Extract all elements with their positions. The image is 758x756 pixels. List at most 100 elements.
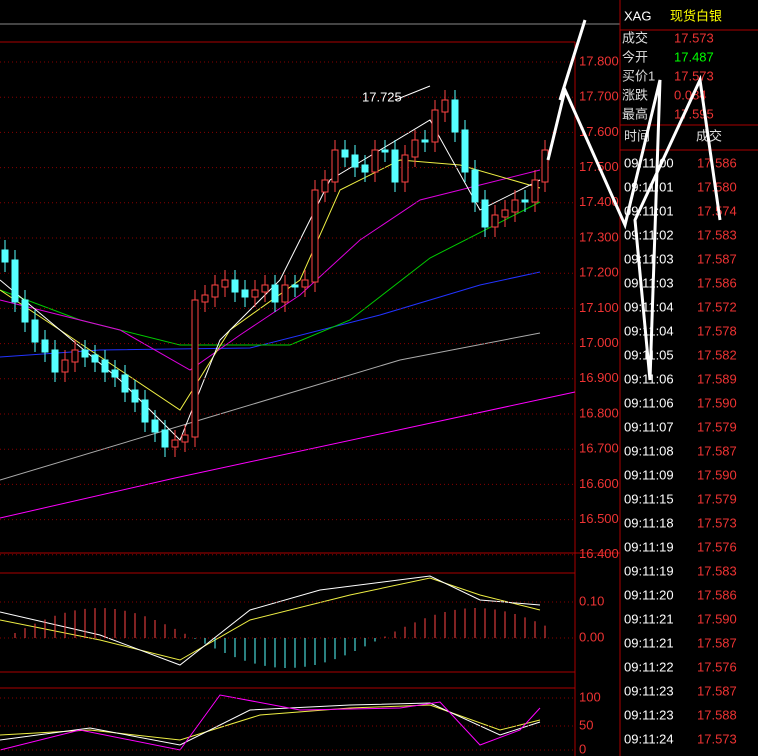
trade-price: 17.589 — [697, 371, 737, 386]
ma-line — [0, 332, 541, 481]
candle — [441, 99, 449, 113]
indicators — [0, 119, 576, 751]
quote-label: 涨跌 — [622, 87, 648, 102]
candle — [431, 109, 439, 143]
candle — [111, 369, 119, 378]
price-tick-label: 16.900 — [579, 370, 619, 385]
candle — [1, 249, 9, 263]
trade-price: 17.588 — [697, 707, 737, 722]
trade-price: 17.587 — [697, 635, 737, 650]
candle — [501, 209, 509, 218]
macd-tick-label: 0.10 — [579, 593, 604, 608]
candle — [291, 284, 299, 288]
candle — [541, 149, 549, 183]
quote-value: 17.573 — [674, 30, 714, 45]
trade-time: 09:11:07 — [624, 419, 674, 434]
quote-value: 0.084 — [674, 87, 707, 102]
trade-price: 17.572 — [697, 299, 737, 314]
candle — [161, 429, 169, 448]
trade-price: 17.580 — [697, 179, 737, 194]
trade-time: 09:11:21 — [624, 635, 674, 650]
quote-value: 17.573 — [674, 68, 714, 83]
symbol-name: 现货白银 — [670, 8, 722, 23]
candle — [131, 389, 139, 403]
trade-time: 09:11:01 — [624, 203, 674, 218]
candle — [451, 99, 459, 133]
trade-price: 17.586 — [697, 587, 737, 602]
ma-line — [0, 169, 541, 371]
symbol: XAG — [624, 8, 651, 23]
quote-value: 17.595 — [674, 106, 714, 121]
price-tick-label: 16.600 — [579, 476, 619, 491]
ma-line — [0, 119, 541, 441]
kdj-line — [0, 694, 541, 751]
candle — [361, 164, 369, 173]
candle — [61, 359, 69, 373]
trade-price: 17.586 — [697, 275, 737, 290]
trade-price: 17.573 — [697, 515, 737, 530]
candle — [121, 374, 129, 393]
macd-tick-label: 0.00 — [579, 629, 604, 644]
trade-price: 17.583 — [697, 227, 737, 242]
price-tick-label: 17.100 — [579, 300, 619, 315]
macd-line — [0, 575, 541, 666]
candle — [461, 129, 469, 173]
candle — [181, 434, 189, 443]
trade-price: 17.576 — [697, 659, 737, 674]
quote-label: 成交 — [622, 30, 648, 45]
quote-label: 买价1 — [622, 68, 655, 83]
trade-time: 09:11:06 — [624, 395, 674, 410]
trade-time: 09:11:24 — [624, 731, 674, 746]
kdj-tick-label: 50 — [579, 717, 593, 732]
candle — [521, 199, 529, 203]
candle — [411, 139, 419, 158]
candle — [211, 284, 219, 298]
trade-price: 17.587 — [697, 251, 737, 266]
trade-price: 17.573 — [697, 731, 737, 746]
candle — [251, 289, 259, 298]
trade-price: 17.578 — [697, 323, 737, 338]
trade-time: 09:11:03 — [624, 275, 674, 290]
candle — [231, 279, 239, 293]
trade-price: 17.576 — [697, 539, 737, 554]
trade-time: 09:11:19 — [624, 539, 674, 554]
candle — [31, 319, 39, 343]
trade-time: 09:11:23 — [624, 683, 674, 698]
candle — [341, 149, 349, 158]
trades-header: 时间 — [624, 128, 650, 143]
candle — [401, 154, 409, 183]
candle — [201, 294, 209, 303]
candle — [91, 354, 99, 363]
price-annotation: 17.725 — [362, 89, 402, 104]
trade-time: 09:11:20 — [624, 587, 674, 602]
trade-price: 17.574 — [697, 203, 737, 218]
candle — [491, 214, 499, 228]
candle — [381, 149, 389, 153]
candle — [191, 299, 199, 438]
trade-time: 09:11:23 — [624, 707, 674, 722]
quote-value: 17.487 — [674, 49, 714, 64]
trade-time: 09:11:02 — [624, 227, 674, 242]
trade-price: 17.582 — [697, 347, 737, 362]
trend-line — [0, 391, 576, 519]
candle — [81, 349, 89, 358]
candle — [51, 349, 59, 373]
candle — [371, 149, 379, 173]
candle — [421, 139, 429, 143]
price-tick-label: 17.700 — [579, 89, 619, 104]
price-tick-label: 17.800 — [579, 53, 619, 68]
price-tick-label: 17.400 — [579, 194, 619, 209]
trade-time: 09:11:09 — [624, 467, 674, 482]
trade-price: 17.583 — [697, 563, 737, 578]
price-tick-label: 16.800 — [579, 405, 619, 420]
quote-label: 最高 — [622, 106, 648, 121]
candle — [41, 339, 49, 353]
candle — [101, 359, 109, 373]
macd-line — [0, 577, 541, 661]
candle — [141, 399, 149, 423]
price-tick-label: 16.700 — [579, 441, 619, 456]
quote-label: 今开 — [622, 49, 648, 64]
trade-time: 09:11:00 — [624, 155, 674, 170]
candle — [11, 259, 19, 303]
